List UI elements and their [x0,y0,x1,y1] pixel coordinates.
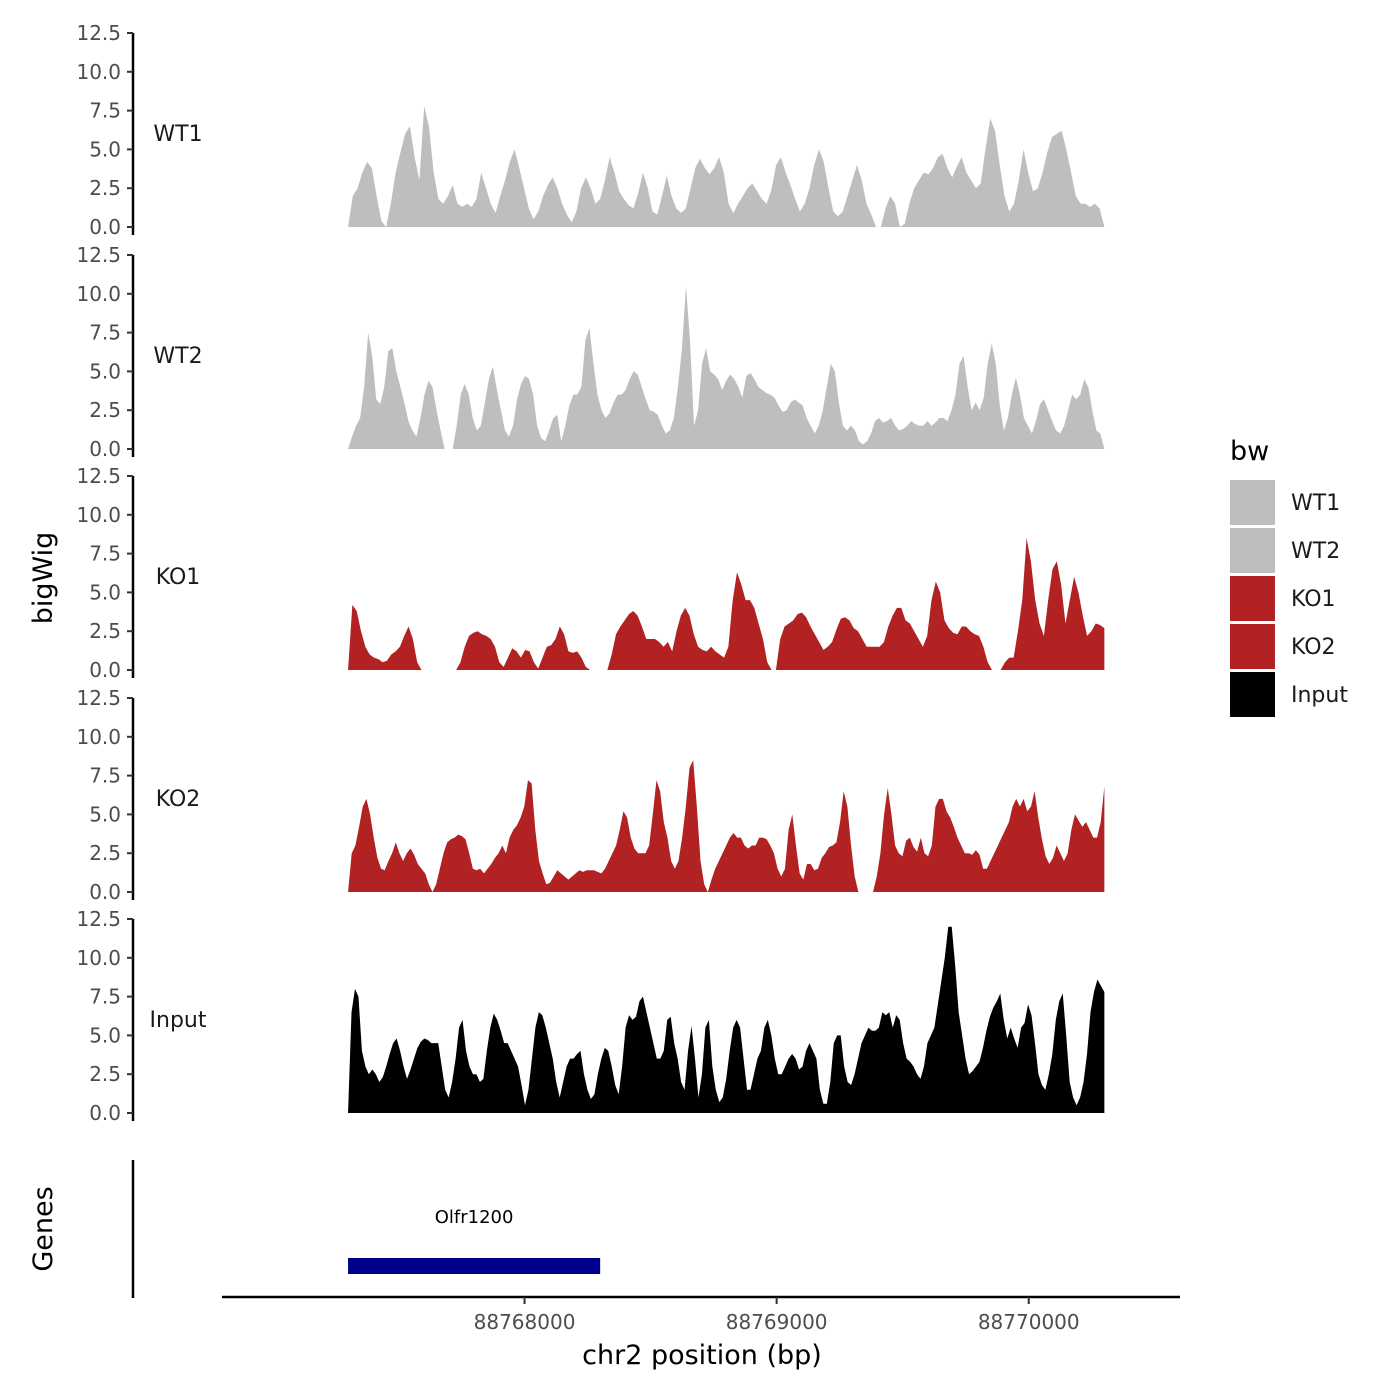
y-tick-label: 10.0 [76,282,121,306]
y-tick-label: 0.0 [89,1101,121,1125]
y-tick-label: 2.5 [89,619,121,643]
legend-label-input: Input [1291,683,1348,708]
y-tick-label: 0.0 [89,215,121,239]
y-tick-label: 5.0 [89,359,121,383]
x-tick-label: 88769000 [726,1310,828,1334]
y-tick-label: 0.0 [89,437,121,461]
legend-title: bw [1230,436,1269,467]
y-tick-label: 5.0 [89,137,121,161]
genes-track-title: Genes [28,1186,59,1271]
gene-name-label: Olfr1200 [435,1207,514,1228]
signal-area-ko1 [348,538,1105,670]
track-label: KO2 [156,787,201,812]
x-axis: 88768000 88769000 88770000 [222,1295,1180,1334]
y-tick-label: 12.5 [76,21,121,45]
x-tick-label: 88770000 [978,1310,1080,1334]
track-label: WT1 [153,122,202,147]
y-tick-label: 12.5 [76,464,121,488]
legend: bw WT1 WT2 KO1 KO2 Input [1230,436,1348,717]
legend-swatch-wt2 [1230,528,1275,573]
tracks-layer: 0.0 2.5 5.0 7.5 10.0 12.5 WT1 0.0 2.5 5.0 7.5 10.0 1… [76,21,1105,1125]
y-tick-label: 7.5 [89,99,121,123]
y-tick-label: 7.5 [89,321,121,345]
y-tick-label: 5.0 [89,580,121,604]
track-ko2: 0.0 2.5 5.0 7.5 10.0 12.5 KO2 [76,686,1105,904]
track-label: KO1 [156,565,201,590]
y-tick-label: 2.5 [89,176,121,200]
signal-area-wt1 [348,105,1105,227]
track-wt1: 0.0 2.5 5.0 7.5 10.0 12.5 WT1 [76,21,1105,239]
y-tick-label: 5.0 [89,1023,121,1047]
x-tick-label: 88768000 [474,1310,576,1334]
y-tick-label: 2.5 [89,398,121,422]
track-wt2: 0.0 2.5 5.0 7.5 10.0 12.5 WT2 [76,243,1105,461]
y-tick-label: 10.0 [76,503,121,527]
y-tick-label: 0.0 [89,880,121,904]
y-tick-label: 10.0 [76,946,121,970]
legend-swatch-input [1230,672,1275,717]
y-tick-label: 7.5 [89,542,121,566]
y-tick-label: 10.0 [76,60,121,84]
legend-label-wt2: WT2 [1291,539,1340,564]
y-tick-label: 7.5 [89,985,121,1009]
legend-swatch-ko1 [1230,576,1275,621]
y-tick-label: 12.5 [76,243,121,267]
signal-area-wt2 [348,286,1105,449]
track-input: 0.0 2.5 5.0 7.5 10.0 12.5 Input [76,907,1105,1125]
x-axis-title: chr2 position (bp) [582,1340,822,1371]
y-axis-title: bigWig [28,532,59,625]
signal-area-ko2 [348,760,1105,892]
signal-area-input [348,926,1105,1113]
legend-label-wt1: WT1 [1291,491,1340,516]
y-tick-label: 5.0 [89,802,121,826]
gene-bar [348,1258,601,1274]
y-tick-label: 2.5 [89,841,121,865]
legend-swatch-wt1 [1230,480,1275,525]
legend-label-ko2: KO2 [1291,635,1336,660]
track-label: Input [150,1008,207,1033]
legend-label-ko1: KO1 [1291,587,1336,612]
y-tick-label: 0.0 [89,658,121,682]
y-tick-label: 12.5 [76,686,121,710]
y-tick-label: 2.5 [89,1062,121,1086]
y-tick-label: 12.5 [76,907,121,931]
track-label: WT2 [153,344,202,369]
legend-swatch-ko2 [1230,624,1275,669]
y-tick-label: 7.5 [89,764,121,788]
genes-track: Genes Olfr1200 [28,1160,601,1298]
y-tick-label: 10.0 [76,725,121,749]
track-ko1: 0.0 2.5 5.0 7.5 10.0 12.5 KO1 [76,464,1105,682]
